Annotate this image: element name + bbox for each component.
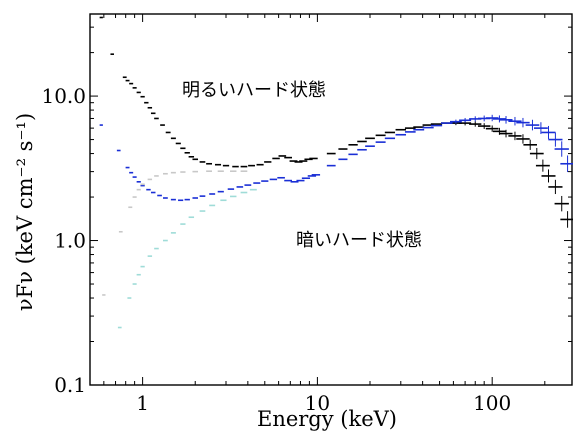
series-group xyxy=(99,16,573,329)
plot-area xyxy=(89,13,573,386)
y-tick-label: 1.0 xyxy=(54,229,86,253)
series-0 xyxy=(99,16,573,228)
y-tick-label: 10.0 xyxy=(41,84,86,108)
y-tick-label: 0.1 xyxy=(54,373,86,397)
annotation-bright-hard: 明るいハード状態 xyxy=(182,80,326,101)
series-1 xyxy=(99,114,573,202)
annotation-dim-hard: 暗いハード状態 xyxy=(296,230,422,251)
series-2 xyxy=(102,170,248,296)
x-tick-label: 1 xyxy=(136,391,149,415)
x-axis-label: Energy (keV) xyxy=(257,407,397,431)
y-axis-label: νFν (keV cm⁻² s⁻¹) xyxy=(13,113,37,311)
x-tick-label: 10 xyxy=(305,391,330,415)
x-tick-label: 100 xyxy=(473,391,511,415)
axis-ticks xyxy=(89,14,572,386)
series-3 xyxy=(117,188,257,329)
